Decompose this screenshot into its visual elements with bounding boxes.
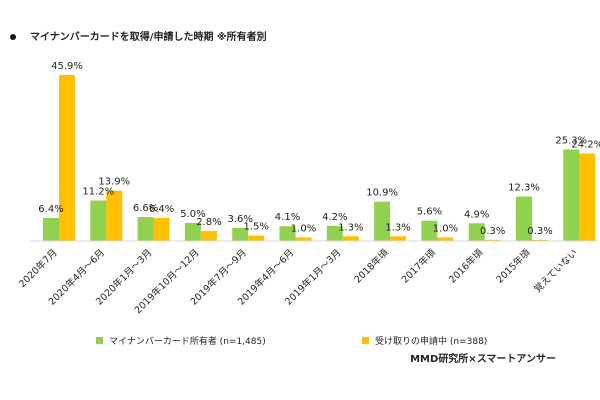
bar-s1-3: [200, 230, 217, 241]
value-label-s0-10: 12.3%: [508, 183, 540, 194]
bar-s1-5: [295, 237, 312, 241]
legend-item-owners: マイナンバーカード所有者 (n=1,485): [96, 334, 266, 347]
bar-s1-8: [437, 237, 454, 241]
category-label-9: 2016年頃: [446, 246, 485, 285]
bar-s1-4: [248, 235, 265, 241]
bar-s1-2: [153, 217, 170, 241]
value-label-s1-1: 13.9%: [98, 177, 130, 188]
value-label-s1-4: 1.5%: [243, 222, 268, 233]
bar-s0-1: [90, 200, 107, 241]
value-label-s0-6: 4.2%: [322, 212, 347, 223]
bars-group: [43, 75, 596, 241]
bar-s1-1: [106, 190, 123, 241]
legend-label-applying: 受け取りの申請中 (n=388): [375, 337, 488, 347]
value-label-s0-11: 25.3%: [555, 136, 587, 147]
legend-label-owners: マイナンバーカード所有者 (n=1,485): [109, 337, 266, 347]
value-label-s0-4: 3.6%: [227, 214, 252, 225]
bar-s0-11: [563, 149, 580, 241]
bar-s0-7: [374, 201, 391, 241]
value-label-s0-8: 5.6%: [417, 207, 442, 218]
value-label-s0-1: 11.2%: [82, 187, 114, 198]
value-label-s0-7: 10.9%: [366, 188, 398, 199]
value-label-s1-2: 6.4%: [149, 204, 174, 215]
bullet-icon: [10, 34, 16, 40]
credit-text: MMD研究所×スマートアンサー: [410, 354, 556, 365]
bar-s0-0: [43, 217, 59, 241]
bar-s0-5: [279, 226, 296, 241]
legend-swatch-applying: [362, 337, 369, 344]
value-label-s1-8: 1.0%: [433, 223, 458, 234]
value-label-s1-5: 1.0%: [291, 223, 316, 234]
value-label-s1-10: 0.3%: [527, 226, 552, 237]
category-label-10: 2015年頃: [494, 246, 533, 285]
category-label-0: 2020年7月: [16, 247, 59, 290]
legend-swatch-owners: [96, 337, 103, 344]
bar-s0-9: [468, 223, 485, 241]
chart-title-text: マイナンバーカードを取得/申請した時期 ※所有者別: [30, 32, 267, 43]
bar-s1-7: [390, 236, 407, 241]
value-label-s1-9: 0.3%: [480, 226, 505, 237]
category-labels-group: 2020年7月2020年4月～6月2020年1月～3月2019年10月～12月2…: [16, 246, 580, 316]
value-label-s0-0: 6.4%: [38, 204, 63, 215]
bar-s0-3: [184, 222, 201, 241]
chart-title: マイナンバーカードを取得/申請した時期 ※所有者別: [10, 28, 267, 43]
legend-item-applying: 受け取りの申請中 (n=388): [362, 334, 487, 347]
category-label-8: 2017年頃: [399, 246, 438, 285]
value-label-s0-2: 6.6%: [133, 203, 158, 214]
bar-s0-2: [137, 217, 154, 241]
value-label-s1-11: 24.2%: [571, 140, 600, 151]
value-label-s0-3: 5.0%: [180, 209, 205, 220]
category-label-7: 2018年頃: [352, 246, 391, 285]
bar-s0-10: [516, 196, 532, 241]
bar-s1-10: [532, 239, 548, 241]
bar-s1-0: [59, 75, 75, 241]
value-label-s1-3: 2.8%: [196, 217, 221, 228]
bar-s0-6: [326, 225, 343, 241]
value-label-s1-7: 1.3%: [385, 222, 410, 233]
value-label-s1-6: 1.3%: [338, 222, 363, 233]
value-label-s0-9: 4.9%: [464, 209, 489, 220]
value-label-s0-5: 4.1%: [275, 212, 300, 223]
bar-s1-11: [579, 153, 596, 241]
bar-s1-6: [342, 236, 359, 241]
bar-s0-4: [232, 228, 249, 241]
category-label-11: 覚えていない: [532, 247, 580, 295]
bar-s1-9: [484, 239, 501, 241]
value-label-s1-0: 45.9%: [51, 61, 83, 72]
bar-s0-8: [421, 220, 438, 241]
value-labels-group: 6.4%45.9%11.2%13.9%6.6%6.4% 5.0%2.8% 3.6%1…: [38, 61, 600, 237]
